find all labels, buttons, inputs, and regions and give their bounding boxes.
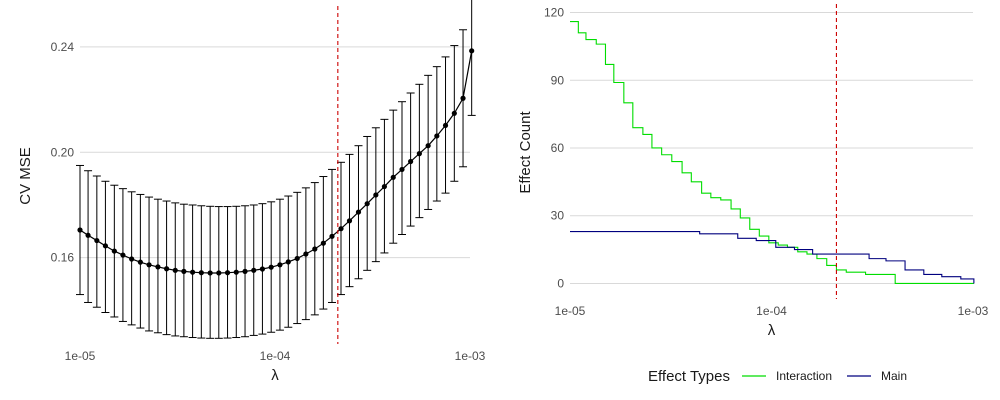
cv-mse-point xyxy=(198,270,204,276)
cv-mse-point xyxy=(451,110,457,116)
cv-mse-point xyxy=(294,255,300,262)
cv-mse-point xyxy=(129,256,135,262)
legend: Effect Types Interaction Main xyxy=(648,368,907,385)
x-axis-title: λ xyxy=(768,322,776,339)
cv-mse-panel: 0.16 0.20 0.24 1e-05 1e-04 1e-03 λ CV MSE xyxy=(17,0,486,384)
legend-title: Effect Types xyxy=(648,368,730,385)
cv-mse-point xyxy=(111,248,117,254)
cv-mse-point xyxy=(346,218,353,224)
cv-mse-point xyxy=(355,209,362,215)
effect-count-panel: 0 30 60 90 120 1e-05 1e-04 1e-03 λ Effect Count xyxy=(517,4,989,339)
cv-mse-point xyxy=(181,268,187,274)
cv-mse-point xyxy=(94,237,100,244)
x-axis-title: λ xyxy=(271,367,279,384)
y-axis-title: Effect Count xyxy=(517,111,534,194)
cv-mse-point xyxy=(312,246,318,252)
y-tick-label: 30 xyxy=(551,209,565,223)
cv-mse-point xyxy=(155,264,161,270)
y-tick-label: 60 xyxy=(551,141,565,155)
cv-mse-point xyxy=(251,267,257,273)
cv-mse-point xyxy=(373,192,379,198)
x-tick-label: 1e-03 xyxy=(958,304,989,318)
cv-mse-point xyxy=(408,158,414,165)
y-axis-title: CV MSE xyxy=(17,147,34,205)
cv-mse-point xyxy=(469,48,475,54)
legend-label-interaction: Interaction xyxy=(776,369,832,383)
cv-mse-point xyxy=(137,259,143,265)
x-tick-label: 1e-05 xyxy=(65,349,96,363)
x-tick-label: 1e-05 xyxy=(555,304,586,318)
y-tick-label: 120 xyxy=(544,6,564,20)
cv-mse-point xyxy=(425,143,431,149)
y-tick-label: 0.20 xyxy=(51,145,75,159)
cv-mse-point xyxy=(120,252,126,258)
cv-mse-point xyxy=(190,269,196,275)
cv-mse-point xyxy=(85,232,91,238)
cv-mse-point xyxy=(460,95,466,101)
cv-mse-point xyxy=(224,270,231,276)
main-line xyxy=(570,230,975,284)
cv-mse-point xyxy=(381,183,388,190)
interaction-line xyxy=(570,21,974,284)
cv-mse-point xyxy=(399,166,405,173)
cv-mse-point xyxy=(364,201,370,207)
cv-mse-point xyxy=(259,266,266,272)
y-tick-label: 0 xyxy=(557,276,564,290)
cv-mse-point xyxy=(146,262,152,268)
cv-mse-point xyxy=(277,262,283,268)
cv-mse-point xyxy=(242,268,248,274)
cv-mse-point xyxy=(172,267,178,273)
cv-mse-point xyxy=(338,226,344,232)
cv-mse-point xyxy=(77,227,83,233)
cv-mse-point xyxy=(320,240,326,246)
cv-mse-point xyxy=(416,151,422,157)
y-tick-label: 90 xyxy=(551,73,565,87)
cv-mse-point xyxy=(163,266,170,272)
cv-mse-point xyxy=(390,174,396,180)
cv-mse-point xyxy=(303,251,309,257)
y-tick-label: 0.16 xyxy=(51,251,75,265)
cv-mse-point xyxy=(434,133,440,139)
cv-mse-point xyxy=(207,270,213,276)
cv-mse-point xyxy=(285,259,291,265)
x-tick-label: 1e-04 xyxy=(756,304,787,318)
cv-mse-point xyxy=(102,243,109,249)
cv-mse-point xyxy=(268,264,274,270)
x-tick-label: 1e-04 xyxy=(260,349,291,363)
cv-mse-point xyxy=(329,233,335,239)
legend-label-main: Main xyxy=(881,369,907,383)
cv-mse-point xyxy=(442,122,449,129)
cv-mse-line xyxy=(79,50,473,274)
cv-mse-point xyxy=(216,270,222,276)
y-tick-label: 0.24 xyxy=(51,40,75,54)
x-tick-label: 1e-03 xyxy=(455,349,486,363)
cv-mse-point xyxy=(233,269,239,275)
